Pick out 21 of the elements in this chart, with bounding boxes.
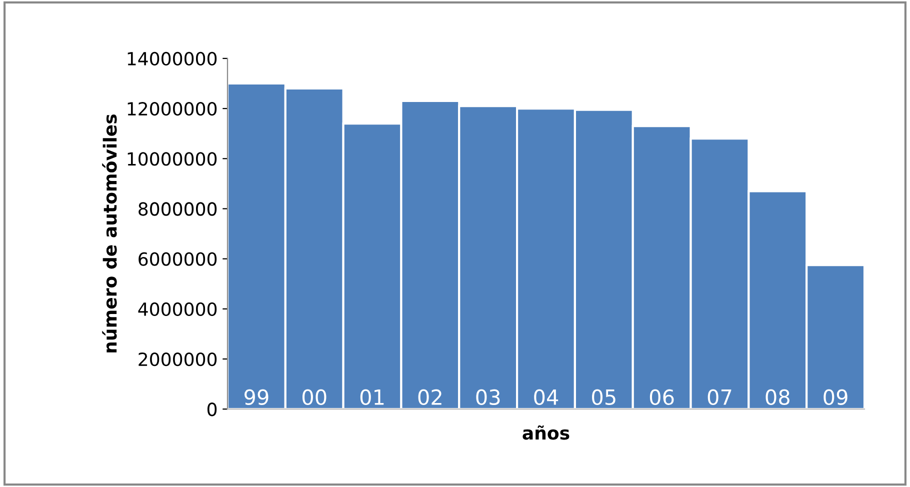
y-tick-label: 12000000 <box>128 102 217 116</box>
y-tick-label: 10000000 <box>128 152 217 166</box>
y-tick-label: 14000000 <box>128 52 217 66</box>
x-tick-label: 05 <box>592 389 616 406</box>
x-tick-label: 06 <box>650 389 674 406</box>
y-axis-title: número de automóviles <box>102 114 117 352</box>
x-tick-label: 04 <box>534 389 558 406</box>
x-tick-label: 03 <box>476 389 500 406</box>
x-tick-label: 07 <box>708 389 732 406</box>
x-tick-label: 02 <box>418 389 442 406</box>
y-tick-label: 2000000 <box>138 352 217 366</box>
x-tick-label: 99 <box>244 389 268 406</box>
x-tick-label: 08 <box>766 389 790 406</box>
y-tick-label: 0 <box>207 402 217 416</box>
x-axis-title: años <box>522 425 570 440</box>
y-tick-label: 4000000 <box>138 302 217 316</box>
x-tick-label: 09 <box>824 389 848 406</box>
y-tick-label: 8000000 <box>138 202 217 216</box>
x-tick-label: 01 <box>360 389 384 406</box>
x-tick-label: 00 <box>302 389 326 406</box>
y-tick-label: 6000000 <box>138 252 217 266</box>
